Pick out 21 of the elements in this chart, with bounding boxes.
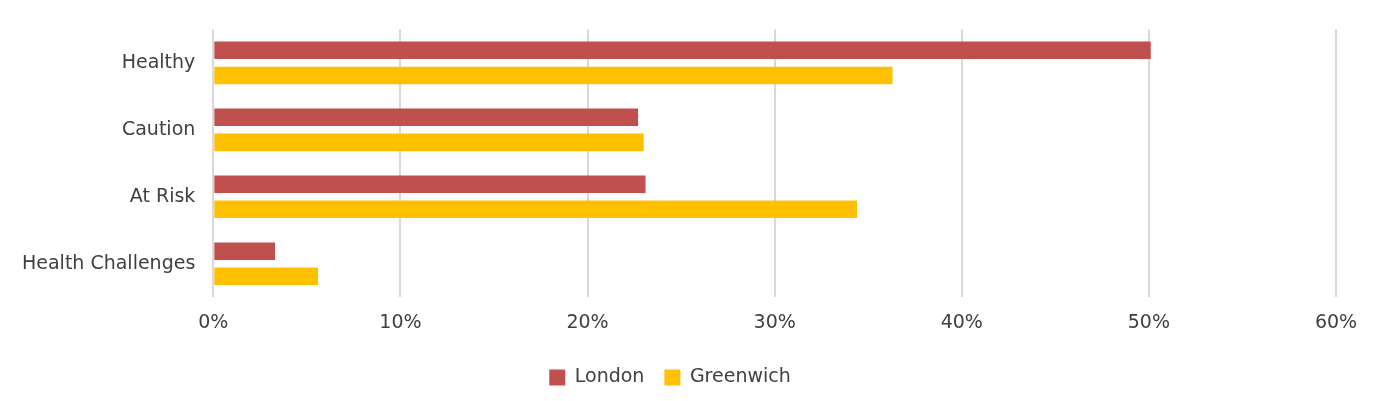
bar	[214, 242, 276, 260]
legend-label: London	[574, 364, 645, 387]
bar	[214, 108, 639, 127]
x-tick-label: 60%	[1314, 309, 1358, 332]
x-tick-label: 50%	[1127, 309, 1170, 332]
x-tick-label: 0%	[198, 309, 229, 332]
bar	[214, 41, 1151, 60]
y-tick-label: Caution	[121, 116, 196, 139]
legend-label: Greenwich	[689, 364, 791, 387]
y-tick-label: Health Challenges	[21, 250, 196, 273]
bar	[214, 200, 857, 219]
y-tick-label: At Risk	[129, 183, 196, 206]
x-tick-label: 30%	[753, 309, 796, 332]
x-tick-label: 40%	[940, 309, 983, 332]
bar	[214, 66, 893, 85]
x-tick-label: 10%	[379, 309, 422, 332]
x-tick-label: 20%	[566, 309, 609, 332]
bar	[214, 133, 644, 152]
y-tick-label: Healthy	[121, 49, 196, 72]
bar	[214, 175, 646, 194]
bar	[214, 267, 319, 286]
